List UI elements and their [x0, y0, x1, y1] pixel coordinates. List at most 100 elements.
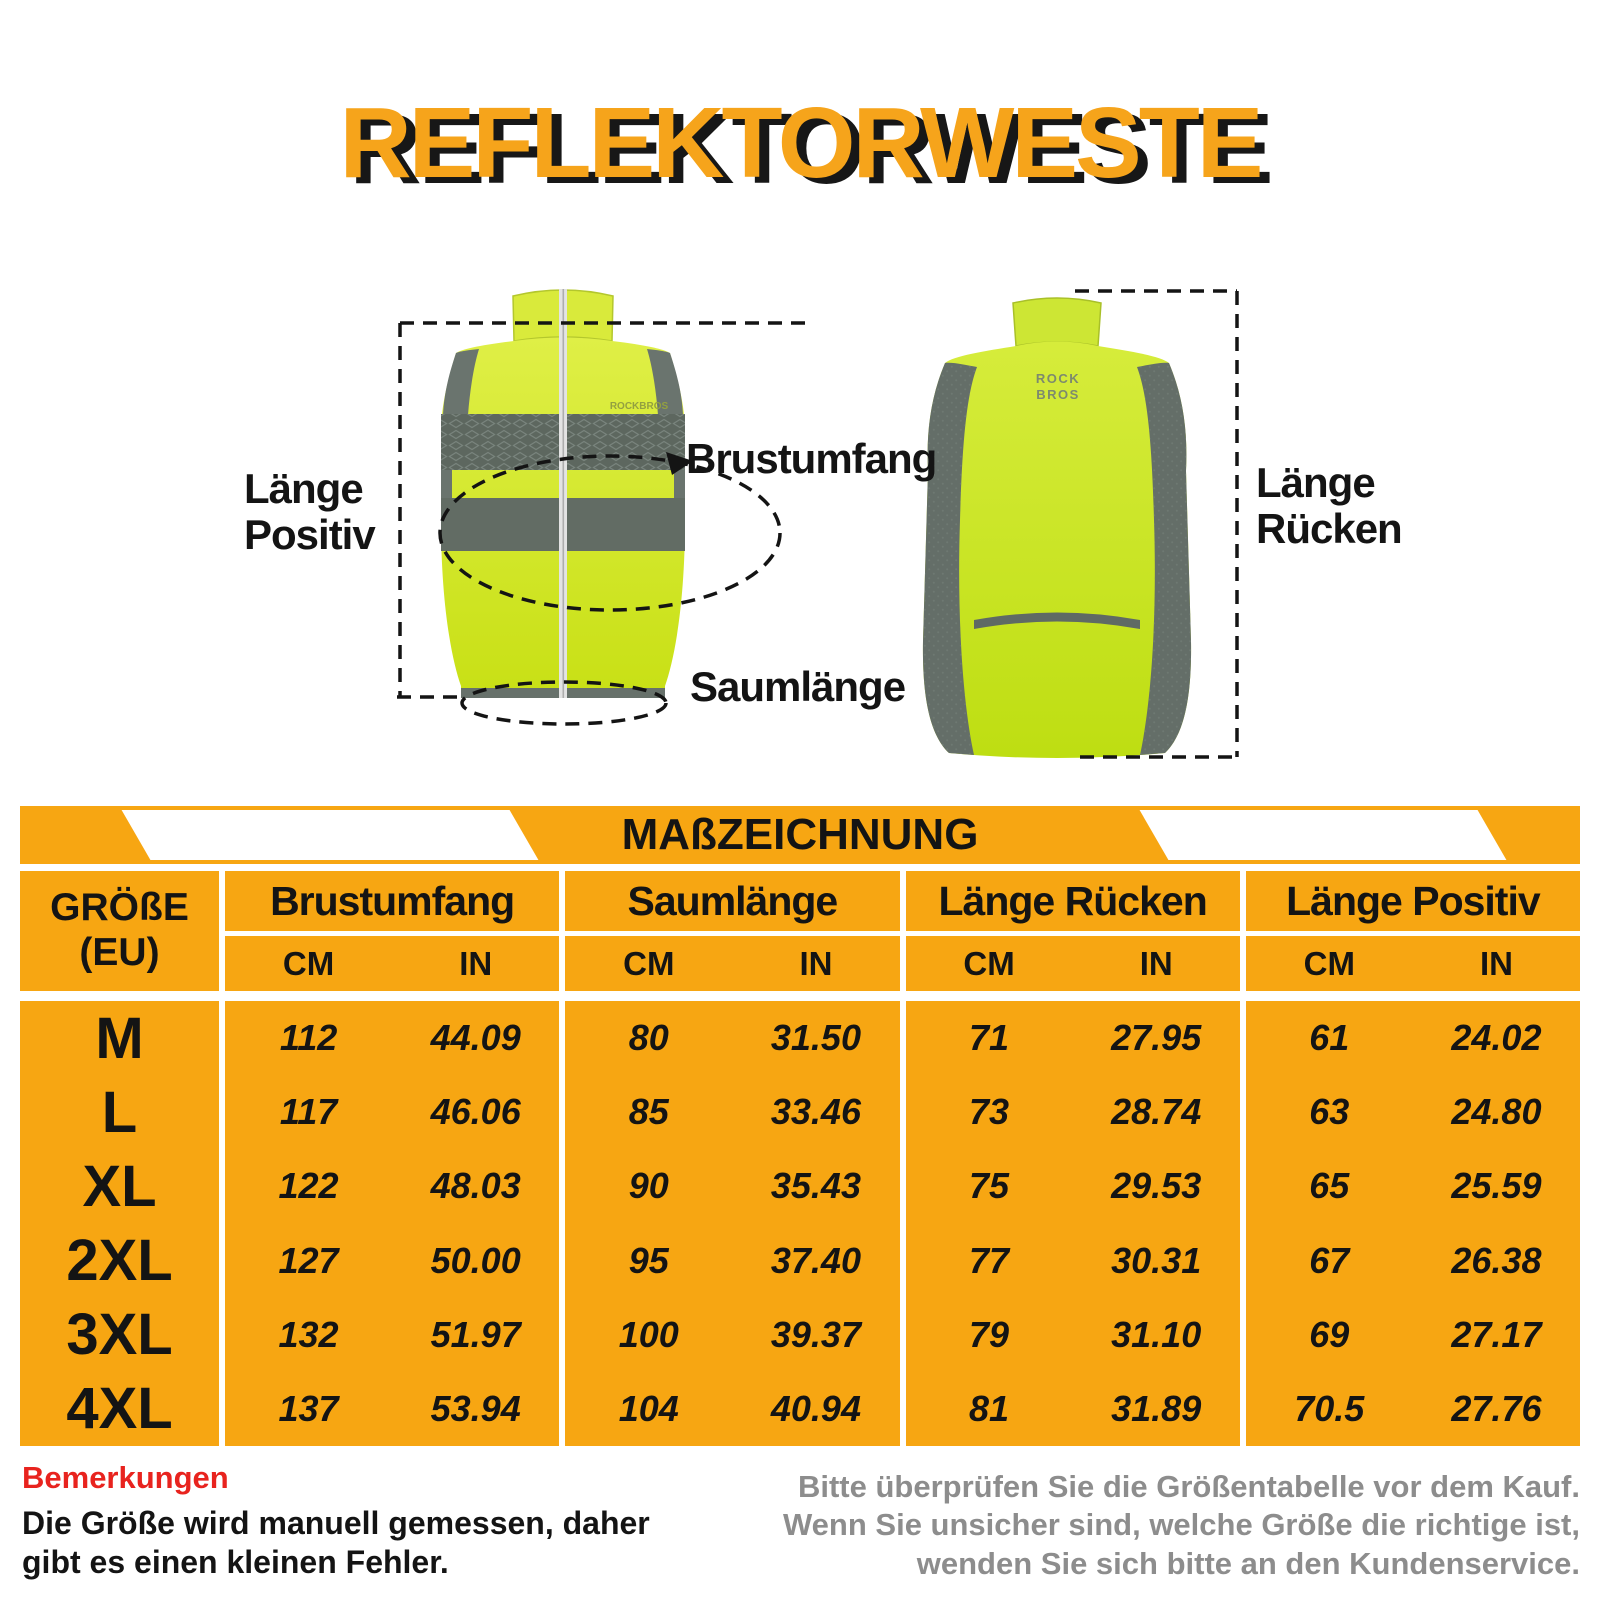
group-header: Länge Rücken: [905, 871, 1240, 936]
front-shoulder-panel-left: [443, 349, 479, 415]
front-brand-text: ROCKBROS: [610, 401, 669, 412]
measurement-value: 33.46: [770, 1091, 861, 1133]
size-column: M L XL 2XL 3XL 4XL: [20, 1001, 219, 1446]
label-laenge-positiv: Länge Positiv: [244, 465, 376, 558]
measurement-value: 31.89: [1111, 1387, 1202, 1429]
unit-row: CM IN: [905, 936, 1240, 991]
size-label: M: [95, 1005, 144, 1071]
label-laenge-ruecken-line1: Länge: [1256, 459, 1376, 506]
measurement-value: 104: [618, 1387, 679, 1429]
measurement-value: 75: [969, 1165, 1010, 1207]
table-banner: MAßZEICHNUNG: [20, 806, 1580, 864]
measurement-value: 79: [969, 1313, 1010, 1355]
service-note-block: Bitte überprüfen Sie die Größentabelle v…: [783, 1468, 1580, 1583]
measurement-value: 95: [628, 1239, 669, 1281]
unit-row: CM IN: [565, 936, 900, 991]
back-body: [922, 341, 1192, 758]
table-body: M L XL 2XL 3XL 4XL 112 44.09 117 46.06 122 48.03 12…: [20, 1001, 1580, 1446]
table-title: MAßZEICHNUNG: [621, 810, 979, 859]
measurement-value: 48.03: [430, 1165, 521, 1207]
measurement-value: 46.06: [430, 1091, 521, 1133]
unit-in: IN: [1479, 944, 1513, 982]
measurement-value: 27.17: [1451, 1313, 1542, 1355]
measurement-value: 80: [628, 1017, 669, 1059]
measurement-value: 71: [969, 1017, 1010, 1059]
size-label: 3XL: [66, 1302, 173, 1368]
measurement-value: 25.59: [1451, 1165, 1542, 1207]
measurement-value: 85: [628, 1091, 669, 1133]
measurement-value: 67: [1309, 1239, 1350, 1281]
back-brand-line2: BROS: [1036, 387, 1080, 402]
measurement-value: 31.10: [1111, 1313, 1202, 1355]
measurement-value: 24.02: [1451, 1017, 1542, 1059]
measurement-value: 61: [1309, 1017, 1350, 1059]
measurement-value: 70.5: [1294, 1387, 1365, 1429]
group-header: Länge Positiv: [1245, 871, 1580, 936]
measurement-value: 39.37: [770, 1313, 861, 1355]
measurement-value: 132: [278, 1313, 339, 1355]
label-laenge-ruecken: Länge Rücken: [1256, 459, 1403, 553]
unit-cm: CM: [963, 944, 1015, 982]
column-header-size: GRÖßE (EU): [20, 871, 219, 991]
size-label: L: [101, 1079, 138, 1145]
size-header-line2: (EU): [79, 931, 160, 974]
value-column-saumlaenge: 80 31.50 85 33.46 90 35.43 95 37.40 100 39.37 104 4…: [565, 1001, 900, 1446]
measurement-value: 73: [969, 1091, 1010, 1133]
chest-arrowhead: [666, 452, 693, 475]
measurement-value: 44.09: [430, 1017, 521, 1059]
column-group-laenge-positiv: Länge Positiv CM IN: [1245, 871, 1580, 991]
measurement-value: 127: [278, 1239, 339, 1281]
measurement-value: 81: [969, 1387, 1010, 1429]
measurement-value: 50.00: [430, 1239, 521, 1281]
back-brand-line1: ROCK: [1036, 371, 1080, 386]
column-group-laenge-ruecken: Länge Rücken CM IN: [905, 871, 1240, 991]
label-saumlaenge: Saumlänge: [690, 663, 906, 710]
back-side-panel-right-texture: [1137, 362, 1192, 755]
measurement-value: 53.94: [430, 1387, 521, 1429]
group-header: Brustumfang: [225, 871, 560, 936]
front-zipper-line: [562, 289, 565, 698]
size-label: 2XL: [66, 1228, 173, 1294]
size-header-line1: GRÖßE: [50, 886, 189, 930]
notes-block: Bemerkungen Die Größe wird manuell gemes…: [22, 1460, 650, 1582]
back-vest-illustration: ROCK BROS: [922, 297, 1192, 758]
size-label: XL: [82, 1153, 157, 1219]
size-table: MAßZEICHNUNG GRÖßE (EU) Brustumfang CM I…: [20, 806, 1580, 1446]
measurement-value: 35.43: [770, 1165, 861, 1207]
notes-line1: Die Größe wird manuell gemessen, daher: [22, 1505, 650, 1541]
chest-measure-ellipse: [438, 454, 782, 612]
unit-cm: CM: [282, 944, 335, 982]
unit-cm: CM: [1303, 944, 1355, 982]
page-title: REFLEKTORWESTE: [339, 87, 1263, 199]
value-column-brustumfang: 112 44.09 117 46.06 122 48.03 127 50.00 132 51.97…: [225, 1001, 560, 1446]
unit-cm: CM: [623, 944, 675, 982]
hem-measure-ellipse: [460, 680, 668, 726]
measurement-value: 27.95: [1111, 1017, 1202, 1059]
measurement-value: 31.50: [770, 1017, 861, 1059]
measurement-value: 29.53: [1111, 1165, 1202, 1207]
label-laenge-ruecken-line2: Rücken: [1256, 505, 1403, 553]
measurement-value: 28.74: [1111, 1091, 1202, 1133]
measurement-value: 69: [1309, 1313, 1350, 1355]
measurement-value: 37.40: [770, 1239, 861, 1281]
back-collar: [1012, 297, 1102, 347]
measurement-value: 77: [969, 1239, 1010, 1281]
table-header: GRÖßE (EU) Brustumfang CM IN Saumlänge C…: [20, 871, 1580, 991]
measurement-annotations: [397, 289, 1240, 759]
measurement-value: 30.31: [1111, 1239, 1202, 1281]
measurement-value: 117: [279, 1091, 338, 1133]
measurement-value: 63: [1309, 1091, 1350, 1133]
measurement-value: 27.76: [1451, 1387, 1542, 1429]
unit-in: IN: [459, 944, 493, 982]
front-vest-illustration: ROCKBROS: [441, 289, 685, 698]
measurement-value: 65: [1309, 1165, 1350, 1207]
measurement-value: 24.80: [1451, 1091, 1542, 1133]
measurement-value: 100: [618, 1313, 679, 1355]
measurement-value: 122: [278, 1165, 339, 1207]
label-laenge-positiv-line1: Länge: [244, 465, 364, 512]
value-column-laenge-ruecken: 71 27.95 73 28.74 75 29.53 77 30.31 79 31.10 81 31.…: [905, 1001, 1240, 1446]
group-header: Saumlänge: [565, 871, 900, 936]
service-note-line1: Bitte überprüfen Sie die Größentabelle v…: [797, 1469, 1580, 1504]
service-note-line3: wenden Sie sich bitte an den Kundenservi…: [916, 1545, 1580, 1581]
